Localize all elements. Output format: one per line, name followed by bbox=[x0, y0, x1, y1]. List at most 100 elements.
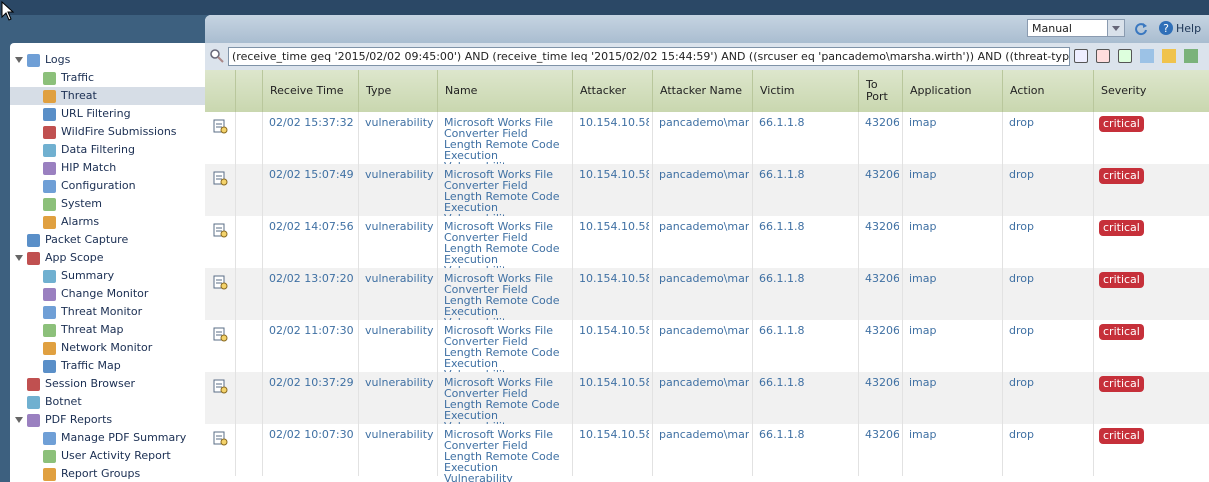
column-header[interactable]: Attacker bbox=[572, 70, 652, 112]
cell-border bbox=[902, 164, 903, 216]
refresh-dropdown[interactable]: Manual bbox=[1027, 19, 1125, 37]
nav-item[interactable]: PDF Reports bbox=[45, 413, 113, 426]
cell-border bbox=[437, 372, 438, 424]
cell-border bbox=[235, 372, 236, 424]
nav-icon bbox=[43, 288, 56, 301]
nav-icon bbox=[43, 90, 56, 103]
nav-item[interactable]: Threat Monitor bbox=[61, 305, 143, 318]
cell-border bbox=[572, 268, 573, 320]
cell-border bbox=[1093, 372, 1094, 424]
nav-icon bbox=[27, 378, 40, 391]
cell-border bbox=[858, 320, 859, 372]
table-cell[interactable]: Microsoft Works File Converter Field Len… bbox=[444, 428, 560, 482]
nav-tree: Logs Traffic Threat URL Filtering WildFire S… bbox=[10, 43, 205, 482]
nav-item[interactable]: Change Monitor bbox=[61, 287, 149, 300]
column-header[interactable]: To Port bbox=[858, 70, 902, 112]
save-filter-button[interactable] bbox=[1140, 49, 1154, 63]
nav-item[interactable]: Traffic bbox=[61, 71, 95, 84]
table-cell: 66.1.1.8 bbox=[759, 325, 805, 336]
nav-icon bbox=[27, 396, 40, 409]
nav-item[interactable]: URL Filtering bbox=[61, 107, 131, 120]
table-row[interactable]: 02/02 11:07:30 vulnerability Microsoft Wor… bbox=[205, 320, 1209, 380]
detail-icon[interactable] bbox=[213, 119, 229, 135]
refresh-button[interactable] bbox=[1133, 21, 1149, 37]
nav-item[interactable]: System bbox=[61, 197, 103, 210]
nav-item[interactable]: Traffic Map bbox=[61, 359, 121, 372]
column-header[interactable]: Attacker Name bbox=[652, 70, 752, 112]
add-filter-button[interactable] bbox=[1118, 49, 1132, 63]
cell-border bbox=[858, 268, 859, 320]
filter-bar: (receive_time geq '2015/02/02 09:45:00')… bbox=[205, 43, 1209, 71]
help-icon[interactable]: ? bbox=[1158, 20, 1174, 36]
table-row[interactable]: 02/02 13:07:20 vulnerability Microsoft Wor… bbox=[205, 268, 1209, 328]
nav-item[interactable]: Botnet bbox=[45, 395, 82, 408]
cell-border bbox=[652, 216, 653, 268]
expand-toggle[interactable] bbox=[15, 417, 23, 423]
nav-item[interactable]: Network Monitor bbox=[61, 341, 153, 354]
cell-border bbox=[572, 164, 573, 216]
table-row[interactable]: 02/02 10:37:29 vulnerability Microsoft Wor… bbox=[205, 372, 1209, 432]
severity-badge: critical bbox=[1099, 324, 1144, 340]
nav-item[interactable]: Summary bbox=[61, 269, 115, 282]
clear-filter-button[interactable] bbox=[1096, 49, 1110, 63]
table-row[interactable]: 02/02 14:07:56 vulnerability Microsoft Wor… bbox=[205, 216, 1209, 276]
apply-filter-button[interactable] bbox=[1074, 49, 1088, 63]
table-row[interactable]: 02/02 15:07:49 vulnerability Microsoft Wor… bbox=[205, 164, 1209, 224]
table-cell: imap bbox=[909, 221, 937, 232]
table-cell: 02/02 15:07:49 bbox=[269, 169, 354, 180]
nav-item[interactable]: WildFire Submissions bbox=[61, 125, 177, 138]
nav-item[interactable]: App Scope bbox=[45, 251, 104, 264]
nav-item[interactable]: Manage PDF Summary bbox=[61, 431, 187, 444]
cell-border bbox=[858, 216, 859, 268]
dropdown-arrow[interactable] bbox=[1107, 20, 1124, 36]
detail-icon[interactable] bbox=[213, 171, 229, 187]
table-cell: 02/02 10:07:30 bbox=[269, 429, 354, 440]
nav-item[interactable]: Session Browser bbox=[45, 377, 136, 390]
expand-toggle[interactable] bbox=[15, 255, 23, 261]
cell-border bbox=[572, 320, 573, 372]
detail-icon[interactable] bbox=[213, 223, 229, 239]
detail-icon[interactable] bbox=[213, 275, 229, 291]
table-cell: drop bbox=[1009, 273, 1034, 284]
column-header[interactable]: Receive Time bbox=[262, 70, 358, 112]
severity-badge: critical bbox=[1099, 428, 1144, 444]
column-header[interactable]: Name bbox=[437, 70, 572, 112]
nav-item[interactable]: Threat bbox=[61, 89, 97, 102]
cell-border bbox=[262, 424, 263, 476]
column-header[interactable]: Action bbox=[1002, 70, 1093, 112]
cell-border bbox=[1093, 112, 1094, 164]
nav-item[interactable]: Packet Capture bbox=[45, 233, 129, 246]
column-header[interactable]: Application bbox=[902, 70, 1002, 112]
table-cell: drop bbox=[1009, 377, 1034, 388]
nav-item[interactable]: Report Groups bbox=[61, 467, 141, 480]
nav-item[interactable]: Threat Map bbox=[61, 323, 124, 336]
export-button[interactable] bbox=[1184, 49, 1198, 63]
table-row[interactable]: 02/02 10:07:30 vulnerability Microsoft Wor… bbox=[205, 424, 1209, 482]
cell-border bbox=[235, 164, 236, 216]
table-cell: vulnerability bbox=[365, 429, 434, 440]
nav-icon bbox=[43, 468, 56, 481]
column-header[interactable]: Severity bbox=[1093, 70, 1205, 112]
nav-item[interactable]: Alarms bbox=[61, 215, 100, 228]
table-cell: drop bbox=[1009, 221, 1034, 232]
column-header[interactable]: Type bbox=[358, 70, 437, 112]
cell-border bbox=[262, 216, 263, 268]
nav-item[interactable]: HIP Match bbox=[61, 161, 117, 174]
nav-item[interactable]: User Activity Report bbox=[61, 449, 171, 462]
table-header: Receive Time Type Name Attacker Attacker Nam… bbox=[205, 70, 1209, 113]
detail-icon[interactable] bbox=[213, 431, 229, 447]
nav-item[interactable]: Configuration bbox=[61, 179, 136, 192]
table-cell: 10.154.10.58 bbox=[579, 273, 649, 284]
table-row[interactable]: 02/02 15:37:32 vulnerability Microsoft Wor… bbox=[205, 112, 1209, 172]
nav-item[interactable]: Data Filtering bbox=[61, 143, 136, 156]
cell-border bbox=[572, 372, 573, 424]
detail-icon[interactable] bbox=[213, 379, 229, 395]
nav-item[interactable]: Logs bbox=[45, 53, 71, 66]
help-link[interactable]: Help bbox=[1176, 22, 1202, 35]
load-filter-button[interactable] bbox=[1162, 49, 1176, 63]
filter-input[interactable]: (receive_time geq '2015/02/02 09:45:00')… bbox=[228, 47, 1070, 66]
column-header[interactable]: Victim bbox=[752, 70, 858, 112]
detail-icon[interactable] bbox=[213, 327, 229, 343]
expand-toggle[interactable] bbox=[15, 57, 23, 63]
